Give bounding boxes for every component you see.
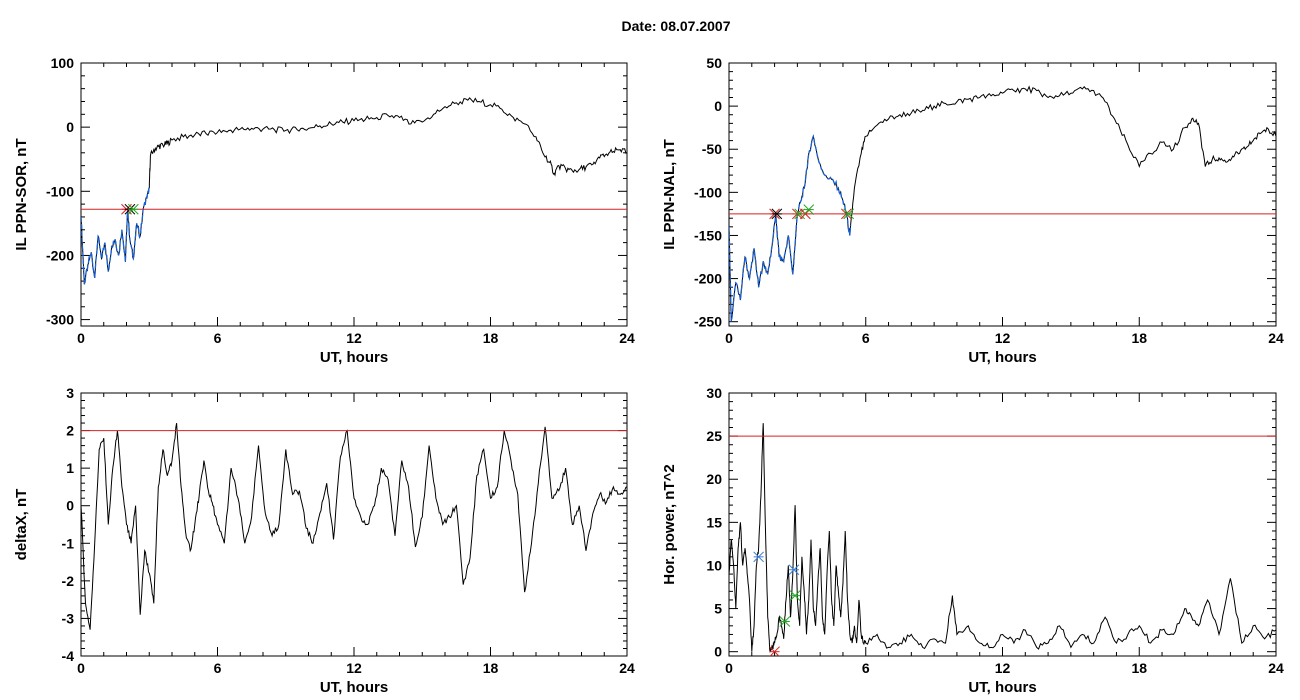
event-marker (779, 616, 791, 627)
event-marker (788, 564, 800, 576)
y-tick-label: -1 (62, 535, 75, 551)
y-tick-label: 100 (51, 55, 75, 71)
x-tick-label: 0 (77, 660, 85, 676)
y-axis-label: deltaX, nT (13, 489, 30, 561)
event-marker (843, 208, 855, 220)
y-tick-label: 0 (714, 98, 722, 114)
x-tick-label: 12 (346, 660, 362, 676)
x-tick-label: 24 (1268, 660, 1284, 676)
y-tick-label: -50 (702, 141, 722, 157)
panel-hor-power: 0 6 12 18 24 0 5 10 15 20 25 30 UT, hours Hor. power,… (661, 385, 1284, 696)
y-tick-label: 0 (66, 498, 74, 514)
x-tick-label: 18 (1131, 660, 1147, 676)
event-marker (799, 208, 811, 220)
y-tick-label: -250 (694, 314, 722, 330)
event-marker (789, 590, 801, 601)
x-tick-label: 6 (214, 330, 222, 346)
y-tick-label: 0 (714, 644, 722, 660)
series-line (81, 97, 627, 285)
x-tick-label: 12 (995, 660, 1011, 676)
plot-area (729, 85, 1276, 322)
plot-frame (728, 62, 1277, 327)
plot-frame (728, 392, 1277, 657)
x-tick-label: 6 (862, 330, 870, 346)
x-tick-label: 18 (483, 660, 499, 676)
panel-ppn-sor: 0 6 12 18 24 -300 -200 -100 0 100 UT, hours IL PPN-… (13, 55, 635, 366)
x-axis-label: UT, hours (320, 679, 388, 696)
x-axis-label: UT, hours (968, 679, 1036, 696)
x-tick-label: 24 (1268, 330, 1284, 346)
highlight-segment (81, 187, 150, 285)
y-tick-label: 0 (66, 119, 74, 135)
y-axis-label: IL PPN-SOR, nT (13, 138, 30, 250)
y-tick-label: -4 (62, 648, 75, 664)
y-tick-label: -300 (46, 312, 74, 328)
x-tick-label: 0 (725, 330, 733, 346)
y-tick-label: 2 (66, 423, 74, 439)
y-axis-label: Hor. power, nT^2 (661, 464, 678, 584)
x-tick-label: 24 (619, 660, 635, 676)
y-axis-label: IL PPN-NAL, nT (661, 139, 678, 250)
x-axis-label: UT, hours (320, 349, 388, 366)
y-tick-label: 5 (714, 601, 722, 617)
event-marker (771, 208, 783, 220)
x-tick-label: 6 (862, 660, 870, 676)
event-marker (803, 204, 815, 215)
y-tick-label: 10 (706, 557, 722, 573)
page-title: Date: 08.07.2007 (621, 18, 731, 34)
y-tick-label: -150 (694, 227, 722, 243)
event-marker (753, 551, 764, 563)
series-line (81, 423, 627, 630)
plot-frame (80, 62, 628, 327)
series-line (729, 423, 1276, 653)
x-tick-label: 12 (995, 330, 1011, 346)
y-tick-label: 30 (706, 385, 722, 401)
event-marker (769, 646, 780, 656)
y-tick-label: 50 (706, 55, 722, 71)
plot-frame (80, 392, 628, 657)
y-tick-label: -200 (694, 271, 722, 287)
plot-area (81, 97, 627, 285)
y-tick-label: 1 (66, 460, 74, 476)
series-line (729, 85, 1276, 322)
y-tick-label: -200 (46, 247, 74, 263)
x-tick-label: 18 (1131, 330, 1147, 346)
y-tick-label: 20 (706, 471, 722, 487)
x-tick-label: 0 (77, 330, 85, 346)
panel-ppn-nal: 0 6 12 18 24 -250 -200 -150 -100 -50 0 50 UT, hours I… (661, 55, 1284, 366)
x-axis-label: UT, hours (968, 349, 1036, 366)
y-tick-label: 25 (706, 428, 722, 444)
plot-area (729, 423, 1276, 656)
y-tick-label: -3 (62, 610, 75, 626)
y-tick-label: 15 (706, 514, 722, 530)
plot-area (81, 423, 627, 630)
y-tick-label: 3 (66, 385, 74, 401)
y-tick-label: -100 (46, 183, 74, 199)
x-tick-label: 0 (725, 660, 733, 676)
event-marker (127, 203, 139, 215)
y-tick-label: -2 (62, 573, 75, 589)
x-tick-label: 24 (619, 330, 635, 346)
x-tick-label: 6 (214, 660, 222, 676)
highlight-segment (729, 133, 852, 322)
x-tick-label: 18 (483, 330, 499, 346)
y-tick-label: -100 (694, 184, 722, 200)
x-tick-label: 12 (346, 330, 362, 346)
